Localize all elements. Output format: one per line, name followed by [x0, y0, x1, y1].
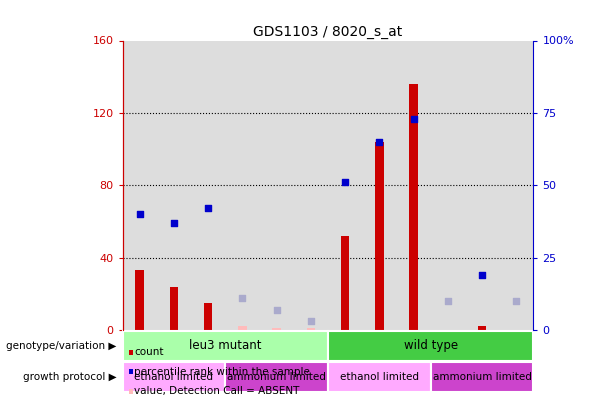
Bar: [375, 142, 384, 330]
Bar: [157, 40, 191, 330]
Bar: [397, 40, 430, 330]
Bar: [226, 40, 259, 330]
Text: ethanol limited: ethanol limited: [134, 372, 213, 382]
Bar: [259, 40, 294, 330]
Bar: [123, 40, 157, 330]
Bar: [328, 40, 362, 330]
Text: ethanol limited: ethanol limited: [340, 372, 419, 382]
Bar: [478, 326, 486, 330]
Text: wild type: wild type: [403, 339, 458, 352]
Point: [204, 205, 213, 212]
Bar: [430, 40, 465, 330]
Bar: [465, 40, 499, 330]
Bar: [123, 330, 328, 361]
Bar: [294, 40, 328, 330]
Bar: [238, 326, 246, 330]
Point: [237, 295, 247, 301]
Text: ammonium limited: ammonium limited: [227, 372, 326, 382]
Title: GDS1103 / 8020_s_at: GDS1103 / 8020_s_at: [253, 26, 403, 39]
Bar: [341, 236, 349, 330]
Bar: [306, 328, 315, 330]
Bar: [430, 362, 533, 392]
Point: [135, 211, 145, 217]
Text: value, Detection Call = ABSENT: value, Detection Call = ABSENT: [134, 386, 299, 396]
Point: [272, 307, 281, 313]
Point: [443, 298, 452, 304]
Bar: [328, 330, 533, 361]
Text: percentile rank within the sample: percentile rank within the sample: [134, 367, 310, 377]
Bar: [123, 362, 226, 392]
Bar: [204, 303, 213, 330]
Point: [511, 298, 521, 304]
Point: [306, 318, 316, 324]
Bar: [328, 362, 430, 392]
Point: [375, 139, 384, 145]
Bar: [499, 40, 533, 330]
Point: [169, 220, 179, 226]
Bar: [226, 362, 328, 392]
Text: count: count: [134, 347, 164, 357]
Bar: [170, 287, 178, 330]
Bar: [135, 270, 144, 330]
Bar: [409, 84, 418, 330]
Text: ammonium limited: ammonium limited: [433, 372, 531, 382]
Bar: [362, 40, 397, 330]
Text: growth protocol ▶: growth protocol ▶: [23, 372, 116, 382]
Point: [477, 272, 487, 278]
Text: genotype/variation ▶: genotype/variation ▶: [6, 341, 116, 351]
Bar: [272, 328, 281, 330]
Point: [340, 179, 350, 185]
Text: leu3 mutant: leu3 mutant: [189, 339, 262, 352]
Point: [409, 115, 419, 122]
Bar: [191, 40, 226, 330]
